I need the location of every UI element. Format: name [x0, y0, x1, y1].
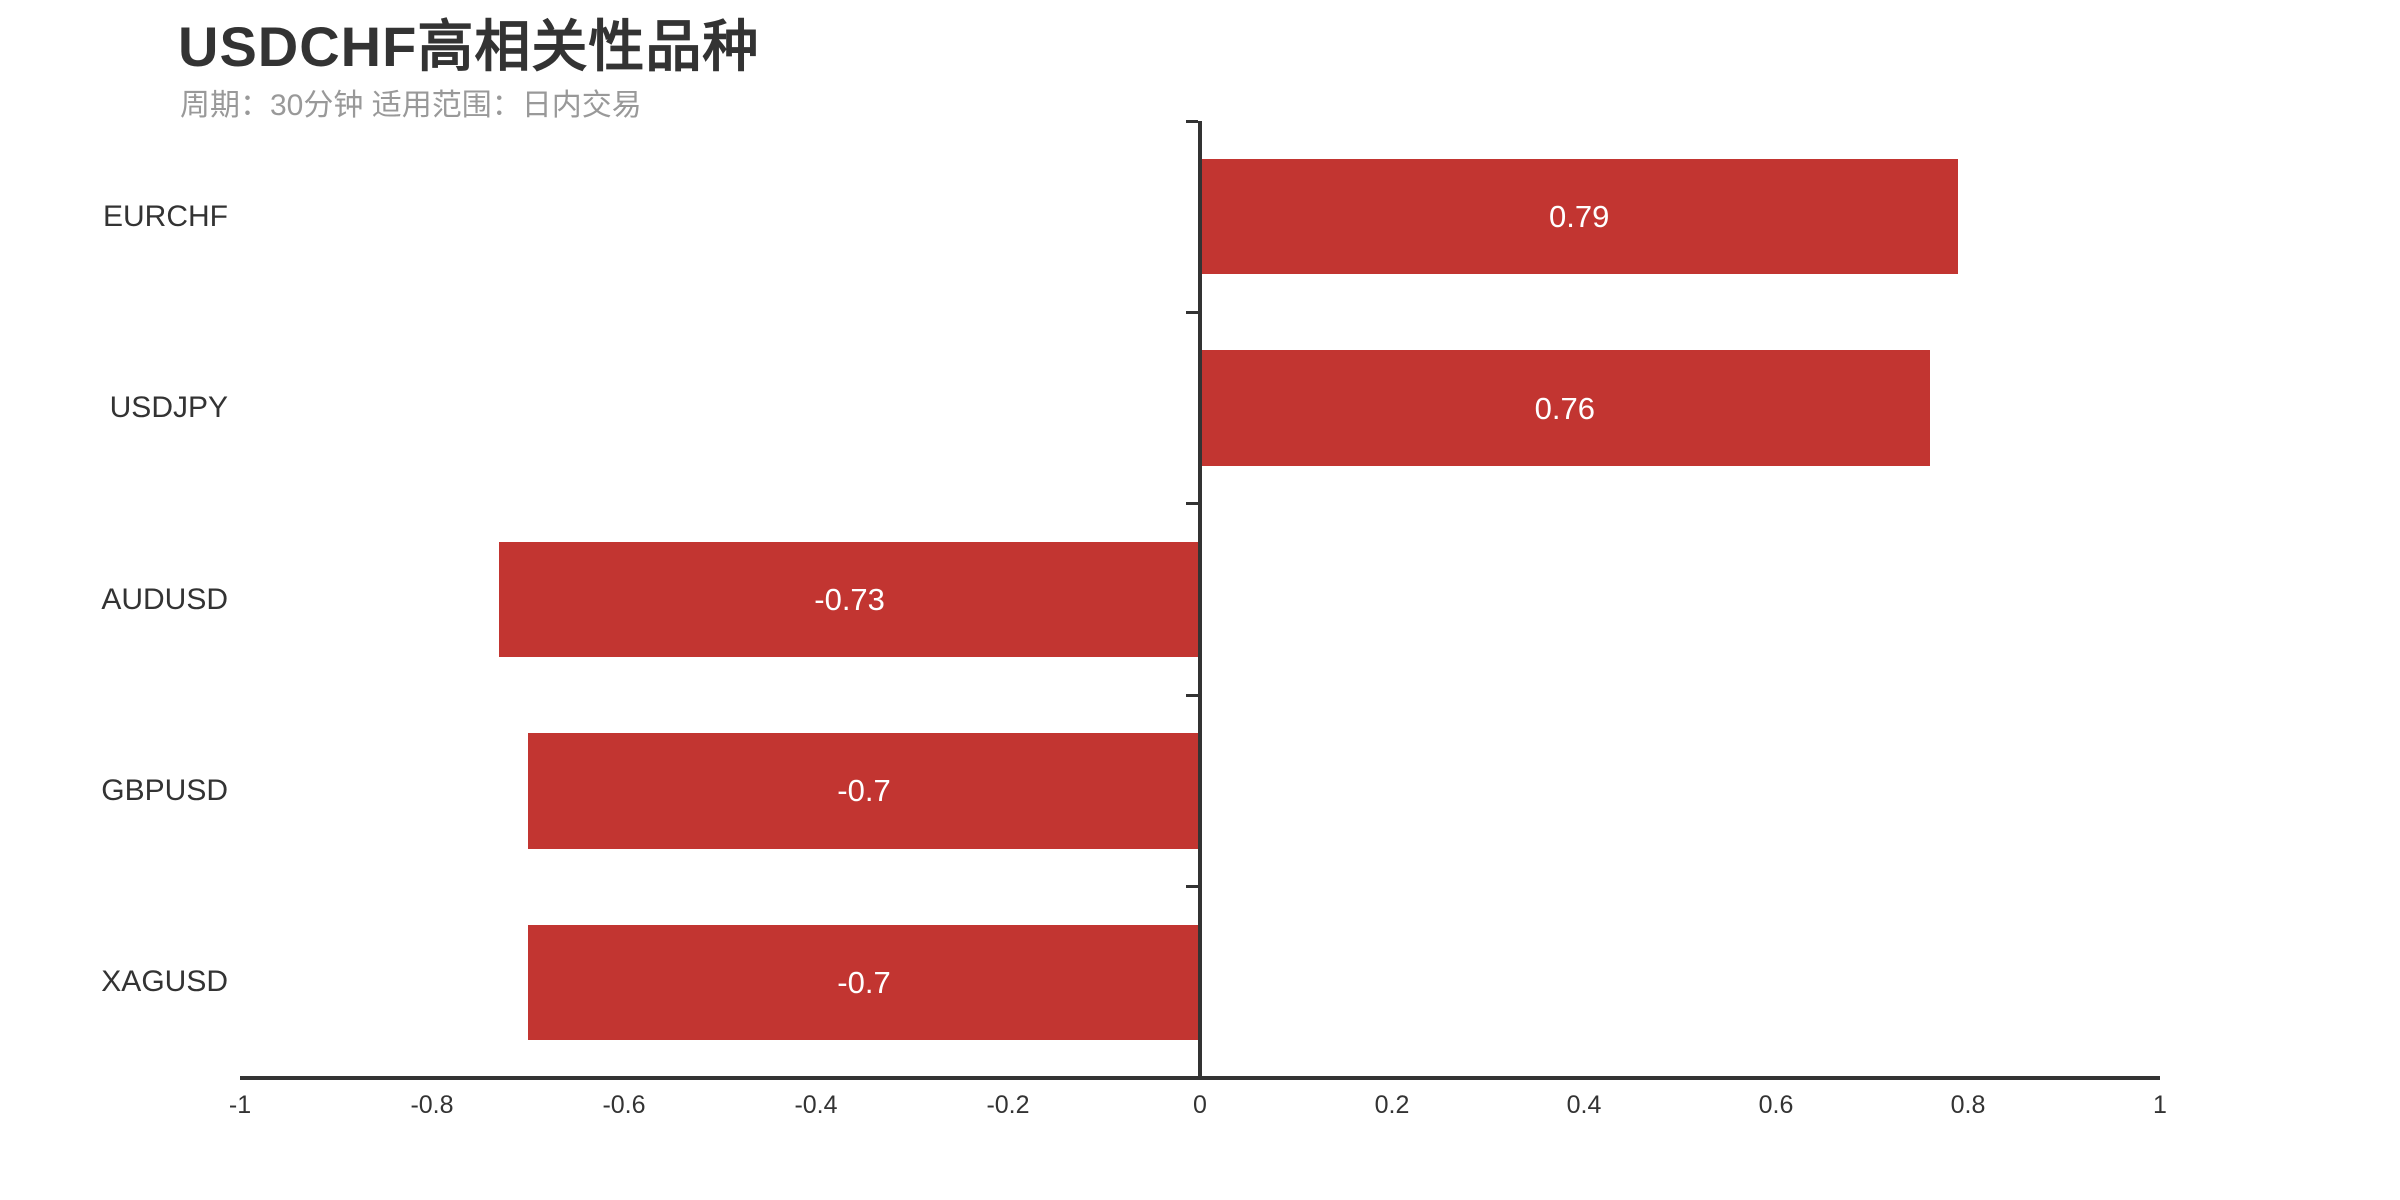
bar-value-label: 0.79: [1549, 199, 1610, 235]
x-tick-label: 0: [1193, 1091, 1207, 1119]
bar-value-label: 0.76: [1534, 390, 1595, 426]
x-tick-label: 0.8: [1950, 1091, 1986, 1119]
x-tick-label: 0.4: [1566, 1091, 1602, 1119]
category-label-gbpusd: GBPUSD: [101, 773, 228, 807]
category-axis-tick: [1186, 693, 1198, 697]
bar-usdjpy: 0.76: [1200, 350, 1930, 466]
x-tick-label: -0.8: [410, 1091, 454, 1119]
chart-subtitle: 周期：30分钟 适用范围：日内交易: [180, 89, 642, 122]
bar-audusd: -0.73: [499, 541, 1200, 658]
x-axis-line: [240, 1076, 2160, 1080]
category-axis-tick: [1186, 310, 1198, 314]
x-tick-label: -0.4: [794, 1091, 838, 1119]
x-tick-label: -0.6: [602, 1091, 646, 1119]
category-label-audusd: AUDUSD: [101, 582, 228, 616]
category-axis-tick: [1186, 885, 1198, 889]
bar-eurchf: 0.79: [1200, 158, 1959, 275]
x-tick-label: 0.6: [1758, 1091, 1794, 1119]
category-label-eurchf: EURCHF: [103, 199, 228, 233]
x-tick-label: -0.2: [986, 1091, 1030, 1119]
category-axis-tick: [1186, 119, 1198, 123]
chart-title: USDCHF高相关性品种: [178, 15, 760, 78]
bar-gbpusd: -0.7: [528, 733, 1200, 849]
bar-value-label: -0.7: [837, 964, 891, 1000]
category-label-xagusd: XAGUSD: [101, 965, 228, 999]
category-axis-line: [1198, 121, 1202, 1078]
bar-xagusd: -0.7: [528, 924, 1200, 1041]
x-tick-label: -1: [228, 1091, 252, 1119]
x-tick-label: 0.2: [1374, 1091, 1410, 1119]
bar-value-label: -0.73: [814, 582, 885, 617]
category-label-usdjpy: USDJPY: [109, 391, 228, 425]
bar-value-label: -0.7: [837, 773, 891, 809]
category-axis-tick: [1186, 502, 1198, 506]
x-tick-label: 1: [2153, 1091, 2167, 1119]
